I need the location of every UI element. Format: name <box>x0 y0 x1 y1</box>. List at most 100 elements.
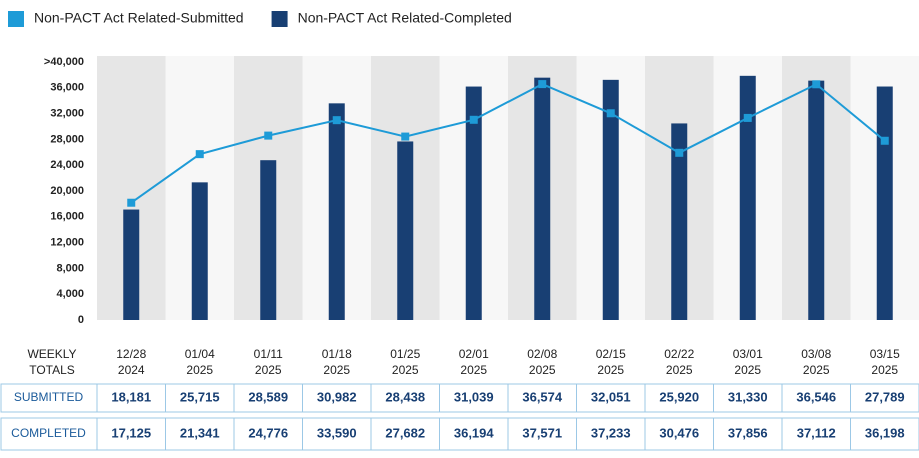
table-cell <box>644 383 714 413</box>
line-marker <box>606 109 615 118</box>
y-tick-label: 32,000 <box>50 108 84 120</box>
table-value: 21,341 <box>180 425 220 440</box>
legend-swatch <box>271 11 288 27</box>
row-header: TOTALS <box>29 363 75 377</box>
table-value: 25,920 <box>659 389 699 404</box>
table-value: 36,546 <box>796 389 836 404</box>
table-cell <box>576 417 646 451</box>
x-tick-label: 2025 <box>871 363 898 377</box>
table-cell <box>850 417 919 451</box>
x-tick-label: 02/01 <box>459 347 489 361</box>
table-value: 37,571 <box>522 425 562 440</box>
bar <box>671 123 688 320</box>
y-tick-label: 8,000 <box>56 262 84 274</box>
x-tick-label: 2025 <box>255 363 282 377</box>
line <box>130 82 886 204</box>
x-tick-label: 12/28 <box>116 347 146 361</box>
y-tick-label: 0 <box>78 314 84 326</box>
x-tick-label: 2025 <box>734 363 761 377</box>
bar <box>465 86 482 320</box>
table-value: 28,589 <box>248 389 288 404</box>
x-tick-label: 02/08 <box>527 347 557 361</box>
line-marker <box>880 136 889 145</box>
table-value: 30,982 <box>317 389 357 404</box>
table-value: 36,194 <box>454 425 495 440</box>
table-value: 18,181 <box>111 389 151 404</box>
row-label: SUBMITTED <box>14 390 84 404</box>
y-tick-label: >40,000 <box>44 56 84 68</box>
y-tick-label: 36,000 <box>50 82 84 94</box>
line-marker <box>195 150 204 159</box>
table-value: 32,051 <box>591 389 631 404</box>
legend-swatch <box>8 11 24 27</box>
legend-label: Non-PACT Act Related-Submitted <box>34 10 244 26</box>
line-marker <box>264 131 273 140</box>
line-marker <box>675 148 684 157</box>
table-value: 37,233 <box>591 425 631 440</box>
table-value: 17,125 <box>111 425 151 440</box>
table-cell <box>507 417 577 451</box>
line-marker <box>538 80 547 89</box>
table-value: 31,039 <box>454 389 494 404</box>
table-cell <box>302 417 372 451</box>
line-marker <box>812 80 821 89</box>
bar <box>328 103 345 320</box>
bar <box>260 160 277 320</box>
y-tick-label: 16,000 <box>50 211 84 223</box>
bar <box>876 86 893 320</box>
x-tick-label: 02/22 <box>664 347 694 361</box>
x-tick-label: 2025 <box>529 363 556 377</box>
table-cell <box>576 383 646 413</box>
bar <box>602 79 619 320</box>
bar <box>191 182 208 320</box>
table-cell <box>0 383 98 413</box>
bar <box>397 141 414 320</box>
y-tick-label: 20,000 <box>50 185 84 197</box>
table-value: 28,438 <box>385 389 425 404</box>
table-value: 27,682 <box>385 425 425 440</box>
table-value: 36,198 <box>865 425 905 440</box>
legend-label: Non-PACT Act Related-Completed <box>298 10 512 26</box>
table-value: 27,789 <box>865 389 905 404</box>
y-tick-label: 24,000 <box>50 159 84 171</box>
x-tick-label: 2024 <box>118 363 145 377</box>
x-tick-label: 2025 <box>803 363 830 377</box>
x-tick-label: 03/08 <box>801 347 831 361</box>
table-cell <box>439 417 509 451</box>
line-marker <box>469 115 478 124</box>
table-cell <box>507 383 577 413</box>
bar <box>739 75 756 320</box>
table-cell <box>850 383 919 413</box>
table-value: 30,476 <box>659 425 699 440</box>
line-marker <box>401 132 410 141</box>
y-tick-label: 4,000 <box>56 288 84 300</box>
table-cell <box>96 383 166 413</box>
table-cell <box>233 417 303 451</box>
row-label: COMPLETED <box>11 426 86 440</box>
table-value: 24,776 <box>248 425 288 440</box>
row-header: WEEKLY <box>27 347 76 361</box>
table-cell <box>370 383 440 413</box>
bar <box>123 209 140 320</box>
table-cell <box>713 417 783 451</box>
line-marker <box>332 116 341 125</box>
table-cell <box>302 383 372 413</box>
table-value: 31,330 <box>728 389 768 404</box>
x-tick-label: 01/25 <box>390 347 420 361</box>
x-tick-label: 03/15 <box>870 347 900 361</box>
table-cell <box>781 417 851 451</box>
bar <box>808 80 825 321</box>
table-value: 36,574 <box>522 389 563 404</box>
x-tick-label: 02/15 <box>596 347 626 361</box>
x-tick-label: 2025 <box>460 363 487 377</box>
table-value: 37,112 <box>797 425 836 440</box>
table-cell <box>165 383 235 413</box>
table-cell <box>233 383 303 413</box>
x-tick-label: 03/01 <box>733 347 763 361</box>
y-tick-label: 12,000 <box>50 237 84 249</box>
table-value: 25,715 <box>180 389 220 404</box>
line-marker <box>743 113 752 122</box>
x-tick-label: 01/18 <box>322 347 352 361</box>
x-tick-label: 2025 <box>186 363 213 377</box>
x-tick-label: 2025 <box>597 363 624 377</box>
